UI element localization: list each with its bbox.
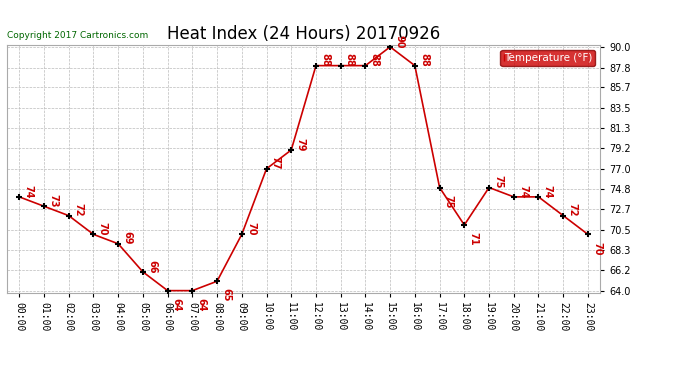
- Text: 90: 90: [394, 34, 404, 48]
- Text: 74: 74: [23, 184, 33, 198]
- Legend: Temperature (°F): Temperature (°F): [500, 50, 595, 66]
- Text: 88: 88: [345, 53, 355, 67]
- Text: 72: 72: [73, 203, 83, 217]
- Text: 66: 66: [147, 260, 157, 273]
- Text: 77: 77: [270, 156, 281, 170]
- Text: 88: 88: [320, 53, 330, 67]
- Title: Heat Index (24 Hours) 20170926: Heat Index (24 Hours) 20170926: [167, 26, 440, 44]
- Text: 70: 70: [246, 222, 256, 236]
- Text: 75: 75: [444, 195, 454, 208]
- Text: 74: 74: [518, 184, 528, 198]
- Text: 70: 70: [592, 242, 602, 255]
- Text: Copyright 2017 Cartronics.com: Copyright 2017 Cartronics.com: [7, 31, 148, 40]
- Text: 74: 74: [542, 184, 553, 198]
- Text: 73: 73: [48, 194, 58, 207]
- Text: 75: 75: [493, 175, 503, 189]
- Text: 79: 79: [295, 138, 306, 151]
- Text: 71: 71: [469, 232, 478, 246]
- Text: 88: 88: [370, 53, 380, 67]
- Text: 64: 64: [197, 298, 206, 311]
- Text: 88: 88: [419, 53, 429, 67]
- Text: 70: 70: [97, 222, 108, 236]
- Text: 65: 65: [221, 288, 231, 302]
- Text: 72: 72: [567, 203, 578, 217]
- Text: 69: 69: [122, 231, 132, 245]
- Text: 64: 64: [172, 298, 181, 311]
